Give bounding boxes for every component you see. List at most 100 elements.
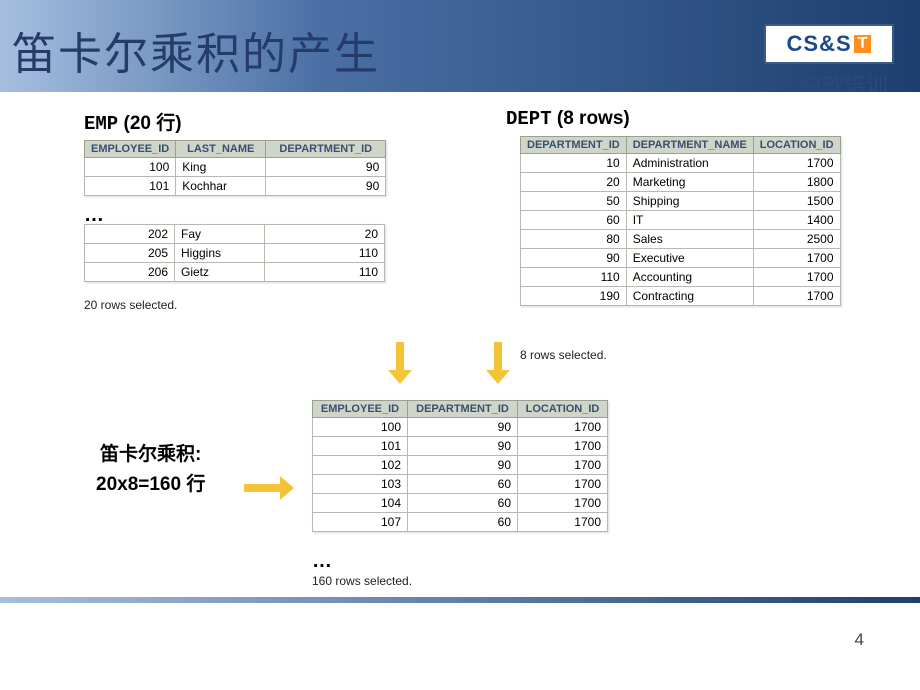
cell: Kochhar	[176, 177, 266, 196]
cartesian-label-line2: 20x8=160 行	[96, 470, 205, 500]
cell: Administration	[626, 154, 753, 173]
cell: 1700	[753, 268, 840, 287]
cell: 2500	[753, 230, 840, 249]
cell: 1700	[518, 475, 608, 494]
cell: 110	[265, 244, 385, 263]
table-row: 206Gietz110	[85, 263, 385, 282]
cell: 1700	[518, 494, 608, 513]
cell: 100	[313, 418, 408, 437]
cell: 205	[85, 244, 175, 263]
emp-caption: 20 rows selected.	[84, 298, 177, 312]
cell: 20	[265, 225, 385, 244]
cell: 60	[408, 475, 518, 494]
cell: Executive	[626, 249, 753, 268]
cell: IT	[626, 211, 753, 230]
cell: King	[176, 158, 266, 177]
logo-badge: T	[854, 35, 872, 53]
table-row: 103601700	[313, 475, 608, 494]
cell: 60	[408, 513, 518, 532]
cell: Marketing	[626, 173, 753, 192]
table-row: 100King90	[85, 158, 386, 177]
table-row: 101Kochhar90	[85, 177, 386, 196]
cell: 104	[313, 494, 408, 513]
emp-table-top: EMPLOYEE_IDLAST_NAMEDEPARTMENT_ID 100Kin…	[84, 140, 386, 196]
cell: 90	[266, 177, 386, 196]
cartesian-label: 笛卡尔乘积: 20x8=160 行	[96, 440, 205, 501]
cell: 202	[85, 225, 175, 244]
cell: 102	[313, 456, 408, 475]
table-row: 80Sales2500	[521, 230, 841, 249]
slide-title: 笛卡尔乘积的产生	[12, 18, 380, 82]
table-row: 100901700	[313, 418, 608, 437]
emp-label-mono: EMP	[84, 113, 118, 135]
cell: 1400	[753, 211, 840, 230]
cell: 1800	[753, 173, 840, 192]
cell: 1700	[518, 418, 608, 437]
cell: 100	[85, 158, 176, 177]
col-header: EMPLOYEE_ID	[85, 141, 176, 158]
table-row: 110Accounting1700	[521, 268, 841, 287]
slide-content: EMP (20 行) EMPLOYEE_IDLAST_NAMEDEPARTMEN…	[0, 92, 920, 597]
cell: 80	[521, 230, 627, 249]
emp-section-title: EMP (20 行)	[84, 108, 182, 135]
table-row: 101901700	[313, 437, 608, 456]
table-row: 190Contracting1700	[521, 287, 841, 306]
cell: 101	[85, 177, 176, 196]
cell: 1500	[753, 192, 840, 211]
logo-main-text: CS&S	[787, 31, 852, 57]
col-header: LOCATION_ID	[753, 137, 840, 154]
cell: Contracting	[626, 287, 753, 306]
table-row: 20Marketing1800	[521, 173, 841, 192]
dept-section-title: DEPT (8 rows)	[506, 108, 630, 130]
table-row: 60IT1400	[521, 211, 841, 230]
emp-label-rest: (20 行)	[118, 113, 181, 134]
cartesian-label-line1: 笛卡尔乘积:	[96, 440, 205, 470]
cell: 190	[521, 287, 627, 306]
col-header: DEPARTMENT_ID	[521, 137, 627, 154]
cell: 1700	[518, 437, 608, 456]
logo-box: CS&ST	[764, 24, 894, 64]
cartesian-ellipsis: …	[312, 550, 332, 573]
col-header: DEPARTMENT_NAME	[626, 137, 753, 154]
cartesian-table: EMPLOYEE_IDDEPARTMENT_IDLOCATION_ID 1009…	[312, 400, 608, 532]
col-header: EMPLOYEE_ID	[313, 401, 408, 418]
cell: 1700	[518, 513, 608, 532]
dept-table: DEPARTMENT_IDDEPARTMENT_NAMELOCATION_ID …	[520, 136, 841, 306]
cell: 110	[265, 263, 385, 282]
col-header: LOCATION_ID	[518, 401, 608, 418]
cell: Higgins	[175, 244, 265, 263]
page-number: 4	[855, 630, 864, 650]
cell: 90	[266, 158, 386, 177]
cell: Fay	[175, 225, 265, 244]
cell: 103	[313, 475, 408, 494]
table-row: 50Shipping1500	[521, 192, 841, 211]
cell: 206	[85, 263, 175, 282]
cell: 10	[521, 154, 627, 173]
cell: 90	[521, 249, 627, 268]
cell: Sales	[626, 230, 753, 249]
cell: 60	[521, 211, 627, 230]
dept-caption: 8 rows selected.	[520, 348, 607, 362]
emp-table-bottom: 202Fay20205Higgins110206Gietz110	[84, 224, 385, 282]
cell: Gietz	[175, 263, 265, 282]
table-row: 205Higgins110	[85, 244, 385, 263]
cartesian-caption: 160 rows selected.	[312, 574, 412, 588]
cell: 60	[408, 494, 518, 513]
dept-label-rest: (8 rows)	[552, 108, 630, 129]
cell: 107	[313, 513, 408, 532]
cell: 1700	[518, 456, 608, 475]
cell: Shipping	[626, 192, 753, 211]
col-header: LAST_NAME	[176, 141, 266, 158]
table-row: 102901700	[313, 456, 608, 475]
cell: 90	[408, 437, 518, 456]
table-row: 90Executive1700	[521, 249, 841, 268]
col-header: DEPARTMENT_ID	[408, 401, 518, 418]
table-row: 107601700	[313, 513, 608, 532]
table-row: 10Administration1700	[521, 154, 841, 173]
table-row: 202Fay20	[85, 225, 385, 244]
cell: 20	[521, 173, 627, 192]
cell: 90	[408, 456, 518, 475]
table-row: 104601700	[313, 494, 608, 513]
cell: 1700	[753, 287, 840, 306]
footer-bar	[0, 597, 920, 603]
